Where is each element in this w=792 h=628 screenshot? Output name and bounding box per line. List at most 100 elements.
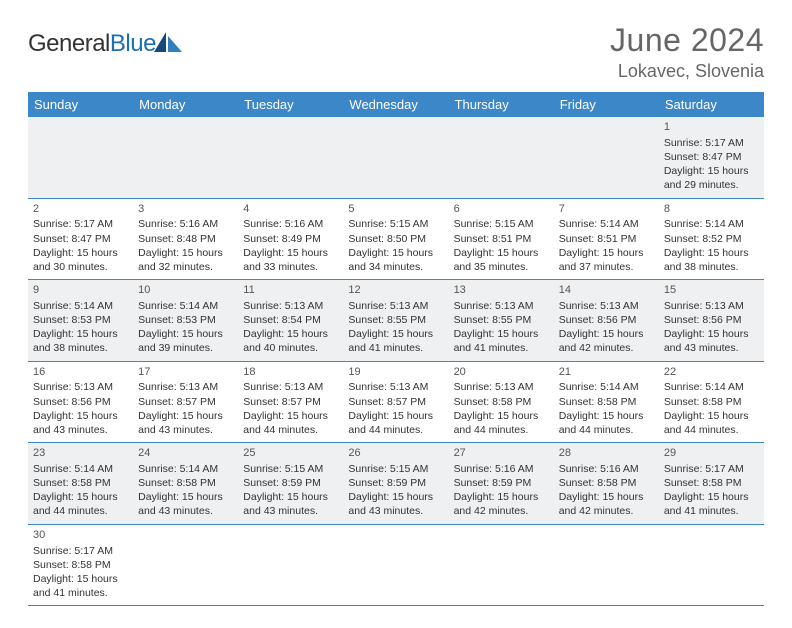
title-block: June 2024 Lokavec, Slovenia: [610, 22, 764, 82]
daylight-line-2: and 44 minutes.: [348, 423, 443, 437]
daylight-line-2: and 43 minutes.: [348, 504, 443, 518]
daylight-line-2: and 35 minutes.: [454, 260, 549, 274]
daylight-line-1: Daylight: 15 hours: [454, 490, 549, 504]
day-cell: 28Sunrise: 5:16 AMSunset: 8:58 PMDayligh…: [554, 443, 659, 525]
daylight-line-2: and 43 minutes.: [243, 504, 338, 518]
daylight-line-1: Daylight: 15 hours: [454, 409, 549, 423]
day-cell: 24Sunrise: 5:14 AMSunset: 8:58 PMDayligh…: [133, 443, 238, 525]
sunset-line: Sunset: 8:56 PM: [664, 313, 759, 327]
sunrise-line: Sunrise: 5:13 AM: [243, 299, 338, 313]
daylight-line-1: Daylight: 15 hours: [243, 409, 338, 423]
daylight-line-2: and 43 minutes.: [664, 341, 759, 355]
sunrise-line: Sunrise: 5:13 AM: [559, 299, 654, 313]
daylight-line-1: Daylight: 15 hours: [664, 246, 759, 260]
daylight-line-2: and 44 minutes.: [33, 504, 128, 518]
sunset-line: Sunset: 8:58 PM: [33, 476, 128, 490]
day-number: 13: [454, 283, 549, 298]
weekday-header: Friday: [554, 92, 659, 117]
sunset-line: Sunset: 8:57 PM: [348, 395, 443, 409]
sunset-line: Sunset: 8:56 PM: [33, 395, 128, 409]
sunset-line: Sunset: 8:58 PM: [33, 558, 128, 572]
daylight-line-2: and 44 minutes.: [454, 423, 549, 437]
day-number: 2: [33, 202, 128, 217]
day-number: 18: [243, 365, 338, 380]
sunrise-line: Sunrise: 5:15 AM: [348, 462, 443, 476]
sunrise-line: Sunrise: 5:13 AM: [138, 380, 233, 394]
header: GeneralBlue June 2024 Lokavec, Slovenia: [28, 22, 764, 82]
logo-word-2: Blue: [110, 30, 156, 57]
daylight-line-2: and 37 minutes.: [559, 260, 654, 274]
day-number: 21: [559, 365, 654, 380]
daylight-line-1: Daylight: 15 hours: [243, 246, 338, 260]
day-number: 10: [138, 283, 233, 298]
daylight-line-2: and 41 minutes.: [454, 341, 549, 355]
day-number: 19: [348, 365, 443, 380]
sunrise-line: Sunrise: 5:14 AM: [138, 299, 233, 313]
weekday-header: Saturday: [659, 92, 764, 117]
sunset-line: Sunset: 8:51 PM: [559, 232, 654, 246]
empty-cell: [133, 524, 238, 606]
daylight-line-2: and 38 minutes.: [664, 260, 759, 274]
logo: GeneralBlue: [28, 30, 184, 58]
sunrise-line: Sunrise: 5:14 AM: [664, 380, 759, 394]
weekday-header: Sunday: [28, 92, 133, 117]
sunset-line: Sunset: 8:58 PM: [559, 395, 654, 409]
day-cell: 7Sunrise: 5:14 AMSunset: 8:51 PMDaylight…: [554, 198, 659, 280]
sunrise-line: Sunrise: 5:14 AM: [559, 380, 654, 394]
sunset-line: Sunset: 8:58 PM: [454, 395, 549, 409]
location-label: Lokavec, Slovenia: [610, 61, 764, 82]
sunrise-line: Sunrise: 5:13 AM: [33, 380, 128, 394]
sunset-line: Sunset: 8:57 PM: [138, 395, 233, 409]
sunrise-line: Sunrise: 5:14 AM: [559, 217, 654, 231]
empty-cell: [238, 524, 343, 606]
daylight-line-1: Daylight: 15 hours: [664, 164, 759, 178]
sunset-line: Sunset: 8:59 PM: [348, 476, 443, 490]
sunrise-line: Sunrise: 5:16 AM: [138, 217, 233, 231]
day-number: 11: [243, 283, 338, 298]
daylight-line-1: Daylight: 15 hours: [138, 246, 233, 260]
daylight-line-2: and 42 minutes.: [559, 341, 654, 355]
day-cell: 21Sunrise: 5:14 AMSunset: 8:58 PMDayligh…: [554, 361, 659, 443]
day-cell: 11Sunrise: 5:13 AMSunset: 8:54 PMDayligh…: [238, 280, 343, 362]
day-cell: 5Sunrise: 5:15 AMSunset: 8:50 PMDaylight…: [343, 198, 448, 280]
day-cell: 10Sunrise: 5:14 AMSunset: 8:53 PMDayligh…: [133, 280, 238, 362]
empty-cell: [554, 117, 659, 198]
sunset-line: Sunset: 8:54 PM: [243, 313, 338, 327]
calendar-row: 30Sunrise: 5:17 AMSunset: 8:58 PMDayligh…: [28, 524, 764, 606]
day-cell: 15Sunrise: 5:13 AMSunset: 8:56 PMDayligh…: [659, 280, 764, 362]
daylight-line-1: Daylight: 15 hours: [348, 490, 443, 504]
sunrise-line: Sunrise: 5:13 AM: [454, 380, 549, 394]
daylight-line-1: Daylight: 15 hours: [33, 409, 128, 423]
sunrise-line: Sunrise: 5:15 AM: [348, 217, 443, 231]
sunrise-line: Sunrise: 5:16 AM: [559, 462, 654, 476]
sunrise-line: Sunrise: 5:13 AM: [243, 380, 338, 394]
day-number: 9: [33, 283, 128, 298]
day-number: 5: [348, 202, 443, 217]
day-number: 20: [454, 365, 549, 380]
page-title: June 2024: [610, 22, 764, 59]
day-cell: 12Sunrise: 5:13 AMSunset: 8:55 PMDayligh…: [343, 280, 448, 362]
weekday-header: Wednesday: [343, 92, 448, 117]
day-number: 12: [348, 283, 443, 298]
day-number: 4: [243, 202, 338, 217]
day-number: 6: [454, 202, 549, 217]
daylight-line-2: and 38 minutes.: [33, 341, 128, 355]
daylight-line-2: and 32 minutes.: [138, 260, 233, 274]
logo-text: GeneralBlue: [28, 30, 156, 58]
calendar-row: 23Sunrise: 5:14 AMSunset: 8:58 PMDayligh…: [28, 443, 764, 525]
day-cell: 23Sunrise: 5:14 AMSunset: 8:58 PMDayligh…: [28, 443, 133, 525]
empty-cell: [343, 524, 448, 606]
empty-cell: [343, 117, 448, 198]
sunset-line: Sunset: 8:58 PM: [559, 476, 654, 490]
sunrise-line: Sunrise: 5:16 AM: [454, 462, 549, 476]
daylight-line-2: and 33 minutes.: [243, 260, 338, 274]
calendar-table: SundayMondayTuesdayWednesdayThursdayFrid…: [28, 92, 764, 606]
day-cell: 3Sunrise: 5:16 AMSunset: 8:48 PMDaylight…: [133, 198, 238, 280]
empty-cell: [133, 117, 238, 198]
empty-cell: [449, 524, 554, 606]
sunset-line: Sunset: 8:58 PM: [138, 476, 233, 490]
daylight-line-2: and 41 minutes.: [33, 586, 128, 600]
empty-cell: [659, 524, 764, 606]
daylight-line-1: Daylight: 15 hours: [454, 327, 549, 341]
sunrise-line: Sunrise: 5:17 AM: [664, 462, 759, 476]
